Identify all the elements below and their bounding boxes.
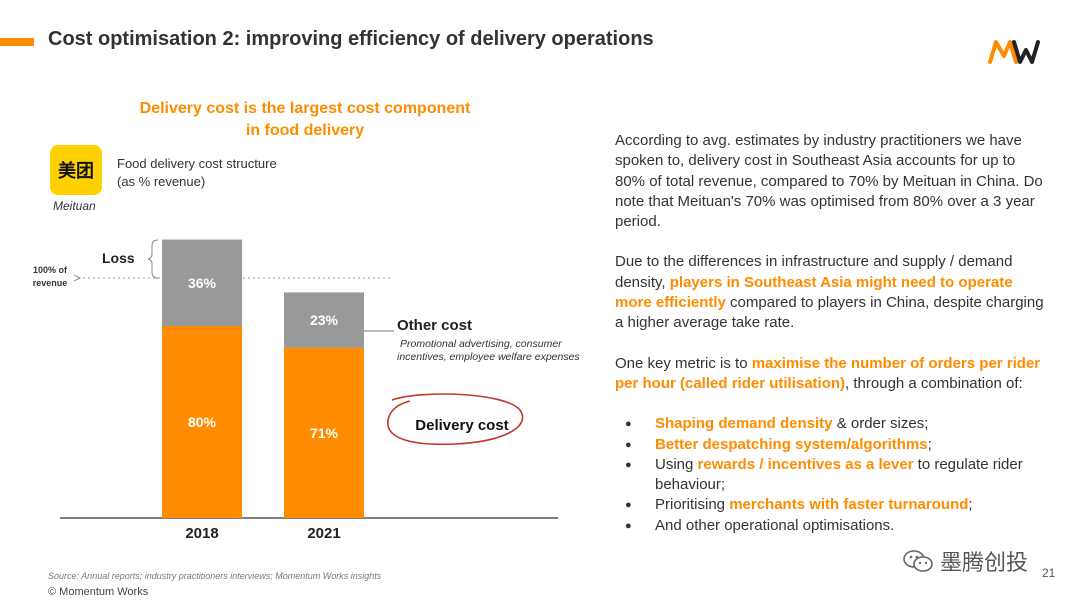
data-label: 80%	[188, 414, 217, 430]
paragraph-3-highlight: maximise the number of orders per rider …	[615, 354, 1041, 392]
meituan-logo: 美团	[50, 145, 102, 195]
bullet-highlight: merchants with faster turnaround	[729, 496, 969, 514]
body-text: According to avg. estimates by industry …	[615, 131, 1045, 536]
bullet-item: And other operational optimisations.	[615, 516, 1045, 537]
watermark: 墨腾创投	[902, 545, 1028, 577]
page-title: Cost optimisation 2: improving efficienc…	[48, 28, 654, 50]
bar-delivery-2018	[162, 326, 242, 518]
bullet-post: ;	[968, 496, 973, 514]
page-number: 21	[1042, 566, 1056, 580]
reference-arrow-icon	[73, 274, 82, 282]
other-cost-desc-line-1: Promotional advertising, consumer	[400, 338, 562, 350]
delivery-cost-label: Delivery cost	[415, 417, 508, 434]
chart-subtitle-line-1: Food delivery cost structure	[117, 156, 277, 171]
loss-brace	[147, 239, 159, 279]
bullet-item: Using rewards / incentives as a lever to…	[615, 455, 1045, 496]
reference-label-line-1: 100% of	[33, 265, 68, 275]
other-cost-desc-line-2: incentives, employee welfare expenses	[397, 351, 580, 363]
meituan-caption: Meituan	[53, 199, 96, 213]
paragraph-3: One key metric is to maximise the number…	[615, 354, 1045, 395]
paragraph-2: Due to the differences in infrastructure…	[615, 252, 1045, 333]
paragraph-2-highlight: players in Southeast Asia might need to …	[615, 273, 1013, 312]
bullet-highlight: Shaping demand density	[655, 415, 833, 433]
other-cost-title: Other cost	[397, 317, 472, 334]
bullet-item: Better despatching system/algorithms;	[615, 435, 1045, 456]
bar-other-2018	[162, 239, 242, 326]
momentum-works-logo	[988, 40, 1040, 64]
bullet-item: Shaping demand density & order sizes;	[615, 414, 1045, 435]
x-tick-label-2021: 2021	[307, 525, 340, 542]
wechat-icon	[903, 550, 933, 572]
paragraph-2-text-b: compared to players in China, despite ch…	[615, 294, 1044, 332]
accent-bar	[0, 38, 34, 46]
bar-other-2021	[284, 292, 364, 348]
bullet-pre: Using	[655, 455, 698, 473]
chart-subtitle: Food delivery cost structure (as % reven…	[117, 155, 277, 191]
chart-heading-line-1: Delivery cost is the largest cost compon…	[139, 100, 471, 117]
paragraph-3-text-b: , through a combination of:	[845, 374, 1023, 392]
bullet-highlight: rewards / incentives as a lever	[697, 455, 914, 473]
loss-label: Loss	[102, 250, 135, 266]
bullet-pre: And other operational optimisations.	[655, 516, 895, 534]
delivery-cost-ellipse	[387, 393, 524, 446]
chart-subtitle-line-2: (as % revenue)	[117, 174, 206, 189]
bullet-post: & order sizes;	[832, 415, 929, 433]
reference-label-line-2: revenue	[33, 278, 68, 288]
bullet-pre: Prioritising	[655, 496, 730, 514]
paragraph-1: According to avg. estimates by industry …	[615, 132, 1043, 231]
data-label: 23%	[310, 312, 339, 328]
paragraph-3-text-a: One key metric is to	[615, 354, 752, 372]
paragraph-2-text-a: Due to the differences in infrastructure…	[615, 253, 1013, 291]
source-note: Source: Annual reports; industry practit…	[48, 571, 382, 581]
bullet-item: Prioritising merchants with faster turna…	[615, 495, 1045, 516]
bullet-highlight: Better despatching system/algorithms	[655, 435, 928, 453]
bullet-post: ;	[927, 435, 932, 453]
data-label: 71%	[310, 425, 339, 441]
bar-delivery-2021	[284, 347, 364, 518]
data-label: 36%	[188, 275, 217, 291]
x-tick-label-2018: 2018	[185, 525, 218, 542]
copyright: © Momentum Works	[48, 586, 149, 598]
bullet-post: to regulate rider behaviour;	[655, 455, 1023, 494]
chart-heading-line-2: in food delivery	[245, 122, 365, 139]
watermark-text: 墨腾创投	[940, 550, 1029, 575]
chart-heading: Delivery cost is the largest cost compon…	[100, 98, 510, 142]
stacked-bar-chart: 80% 36% 2018 71% 23% 2021 100% of revenue Loss Ot…	[33, 239, 580, 542]
bullet-list: Shaping demand density & order sizes; Be…	[615, 414, 1045, 536]
